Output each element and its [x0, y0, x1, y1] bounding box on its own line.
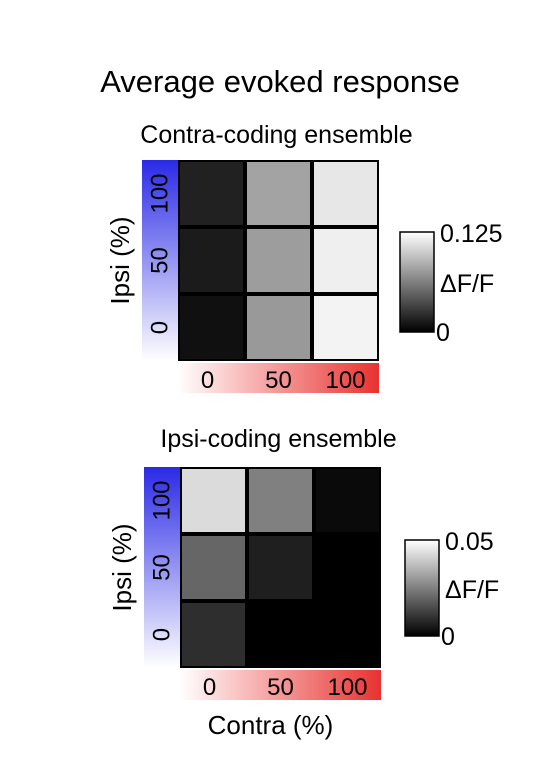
- panel-title: Ipsi-coding ensemble: [160, 425, 396, 453]
- heatmap-cell: [245, 294, 312, 361]
- y-tick-label: 0: [147, 321, 174, 334]
- heatmap-cell: [312, 294, 379, 361]
- heatmap-panel-2: Ipsi-coding ensemble 0 50 100 0 50 100 Ipsi (%)…: [107, 425, 499, 740]
- heatmap-panel-1: Contra-coding ensemble 0 50 100 0 50 100 Ipsi (…: [105, 121, 503, 394]
- figure-title: Average evoked response: [100, 64, 460, 99]
- heatmap-cell: [180, 601, 247, 668]
- heatmap-cell: [180, 534, 247, 601]
- y-tick-label: 100: [147, 173, 174, 213]
- colorbar-max-label: 0.125: [440, 220, 503, 248]
- y-axis-label: Ipsi (%): [107, 523, 137, 611]
- colorbar: [399, 231, 435, 333]
- heatmap-cell: [312, 227, 379, 294]
- y-axis-label: Ipsi (%): [105, 216, 135, 304]
- x-tick-label: 50: [265, 367, 292, 394]
- heatmap-cell: [245, 227, 312, 294]
- heatmap-cell: [312, 160, 379, 227]
- heatmap-cell: [314, 601, 381, 668]
- panel-title: Contra-coding ensemble: [140, 121, 412, 149]
- x-axis-gradient: [180, 670, 381, 700]
- colorbar-max-label: 0.05: [445, 528, 494, 556]
- colorbar: [404, 539, 440, 637]
- colorbar-units-label: ΔF/F: [445, 576, 499, 604]
- panels: Contra-coding ensemble 0 50 100 0 50 100 Ipsi (…: [105, 121, 503, 740]
- x-axis-label: Contra (%): [208, 710, 334, 740]
- y-tick-label: 50: [147, 247, 174, 274]
- x-tick-label: 0: [203, 674, 216, 701]
- colorbar-min-label: 0: [436, 319, 450, 347]
- x-tick-label: 100: [327, 674, 367, 701]
- x-tick-label: 50: [267, 674, 294, 701]
- heatmap-cell: [178, 160, 245, 227]
- y-tick-label: 100: [149, 480, 176, 520]
- heatmap-cell: [247, 467, 314, 534]
- heatmap-cell: [247, 534, 314, 601]
- y-tick-label: 0: [149, 628, 176, 641]
- x-tick-label: 0: [201, 367, 214, 394]
- heatmap-cell: [178, 294, 245, 361]
- colorbar-units-label: ΔF/F: [440, 270, 494, 298]
- colorbar-min-label: 0: [441, 623, 455, 651]
- heatmap-cell: [247, 601, 314, 668]
- x-axis-gradient: [178, 363, 379, 393]
- heatmap-cell: [180, 467, 247, 534]
- x-tick-label: 100: [325, 367, 365, 394]
- heatmap-cell: [178, 227, 245, 294]
- y-axis-gradient: [144, 467, 180, 668]
- heatmap-cell: [314, 534, 381, 601]
- heatmap-cell: [314, 467, 381, 534]
- y-axis-gradient: [142, 160, 178, 361]
- y-tick-label: 50: [149, 554, 176, 581]
- heatmap-cell: [245, 160, 312, 227]
